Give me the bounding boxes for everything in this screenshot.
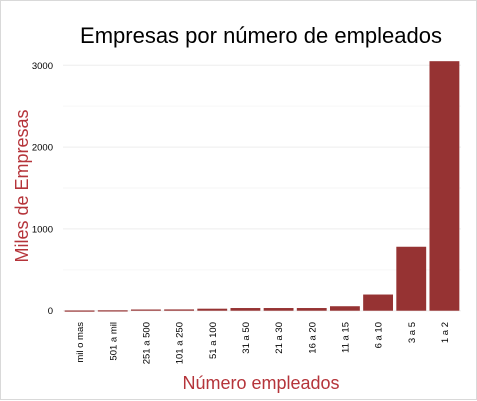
bar — [97, 310, 128, 312]
bar — [396, 246, 427, 311]
bar — [296, 308, 327, 311]
bar — [363, 294, 394, 311]
y-tick-label: 3000 — [32, 61, 53, 72]
bar — [263, 308, 294, 311]
grid-layer — [63, 64, 461, 312]
x-tick-label: 251 a 500 — [141, 322, 152, 364]
bar — [429, 61, 460, 311]
bar — [329, 306, 360, 311]
y-axis-title: Miles de Empresas — [12, 109, 32, 262]
x-tick-label: 51 a 100 — [208, 322, 219, 359]
bar — [164, 309, 195, 311]
x-axis-title: Número empleados — [182, 373, 339, 393]
x-tick-label: 6 a 10 — [374, 322, 385, 348]
x-tick-label: 3 a 5 — [407, 322, 418, 343]
bar — [64, 310, 95, 312]
bar — [230, 308, 261, 311]
bar — [197, 308, 228, 311]
y-tick-label: 2000 — [32, 143, 53, 154]
x-tick-label: mil o mas — [75, 322, 86, 363]
bar — [130, 309, 161, 311]
chart-title: Empresas por número de empleados — [80, 23, 442, 48]
x-tick-label: 1 a 2 — [440, 322, 451, 343]
x-tick-label: 16 a 20 — [307, 322, 318, 354]
x-tick-label: 21 a 30 — [274, 322, 285, 354]
y-axis-ticks: 0 1000 2000 3000 — [32, 61, 53, 317]
bars-layer — [64, 61, 460, 312]
y-tick-label: 0 — [48, 306, 53, 317]
x-tick-label: 101 a 250 — [175, 322, 186, 364]
y-tick-label: 1000 — [32, 224, 53, 235]
x-tick-label: 31 a 50 — [241, 322, 252, 354]
x-tick-label: 11 a 15 — [340, 322, 351, 353]
x-axis-ticks: mil o mas 501 a mil 251 a 500 101 a 250 51 a… — [75, 322, 451, 365]
x-tick-label: 501 a mil — [108, 322, 119, 361]
